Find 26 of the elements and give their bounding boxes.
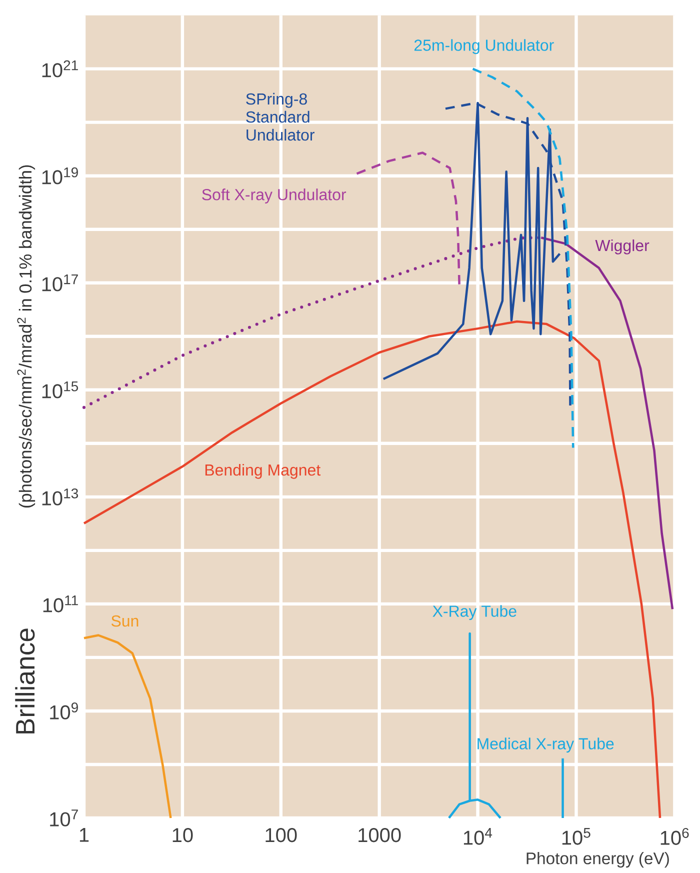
text: SPring-8 Standard Undulator bbox=[246, 92, 314, 141]
x-axis-title: Photon energy (eV) bbox=[526, 852, 669, 868]
y-tick-label: 10$^{17}$ bbox=[42, 274, 78, 292]
x-tick-label: 10$^{4}$ bbox=[464, 828, 492, 845]
series-label: Soft X-ray Undulator bbox=[202, 188, 346, 204]
x-tick-label: 1 bbox=[80, 828, 89, 842]
y-tick-label: 10$^{11}$ bbox=[43, 596, 78, 612]
series-label: Bending Magnet bbox=[205, 464, 321, 479]
series-label: Wiggler bbox=[595, 239, 650, 254]
y-tick-label: 10$^{13}$ bbox=[42, 488, 78, 506]
x-tick-label: 10$^{6}$ bbox=[660, 828, 689, 845]
y-tick-label: 10$^{19}$ bbox=[42, 167, 78, 184]
x-tick-label: 10$^{5}$ bbox=[562, 828, 590, 845]
y-axis-title: Brilliance bbox=[15, 628, 35, 734]
text: (photons/sec/mm$^{2}$/mrad$^{2}$ in 0.1% bandwidth) bbox=[17, 165, 36, 508]
x-tick-label: 1000 bbox=[358, 828, 401, 842]
x-tick-label: 100 bbox=[266, 828, 297, 842]
y-tick-label: 10$^{21}$ bbox=[42, 60, 78, 78]
x-tick-label: 10 bbox=[172, 828, 193, 842]
series-label: Medical X-ray Tube bbox=[478, 738, 614, 753]
series-label: Sun bbox=[111, 615, 138, 627]
y-tick-label: 10$^{9}$ bbox=[50, 702, 78, 720]
y-tick-label: 10$^{7}$ bbox=[50, 810, 78, 826]
series-label: X-Ray Tube bbox=[432, 605, 516, 620]
series-label: 25m-long Undulator bbox=[414, 39, 554, 54]
y-tick-label: 10$^{15}$ bbox=[42, 382, 78, 398]
